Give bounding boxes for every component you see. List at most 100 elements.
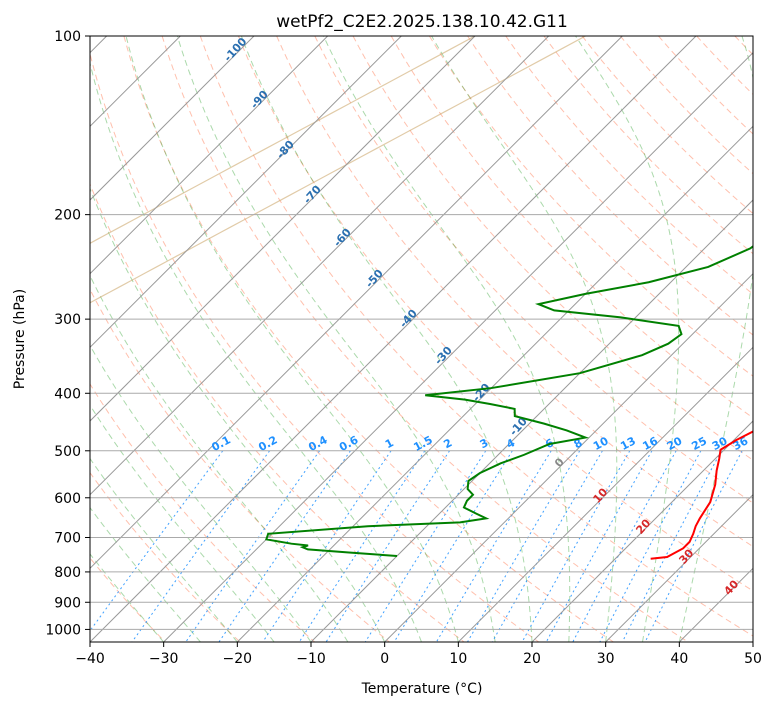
- x-tick-label: 0: [380, 651, 389, 667]
- dry-adiabat-label: -30: [432, 344, 455, 368]
- dry-adiabat: [467, 36, 753, 336]
- y-tick-label: 200: [54, 208, 81, 224]
- dry-adiabat-label: -50: [363, 267, 386, 291]
- moist-adiabat: [90, 553, 165, 642]
- isotherm-line: [90, 36, 402, 349]
- moist-adiabat: [678, 36, 753, 642]
- y-tick-label: 700: [54, 531, 81, 547]
- isotherm-line: [236, 125, 753, 642]
- y-tick-label: 600: [54, 491, 81, 507]
- dry-adiabat: [543, 36, 753, 255]
- isotherm-line: [90, 36, 550, 496]
- isotherm-line: [90, 36, 623, 570]
- isotherm-line: [310, 199, 753, 642]
- dry-adiabat-label: -90: [248, 88, 271, 112]
- isotherm-line: [678, 567, 753, 642]
- dry-adiabat: [390, 36, 753, 419]
- dry-adiabat: [90, 51, 540, 642]
- y-tick-label: 800: [54, 565, 81, 581]
- mixing-ratio-line: [644, 450, 743, 642]
- mixing-ratio-line: [364, 450, 487, 642]
- mixing-ratio-label: 10: [591, 434, 611, 453]
- moist-adiabat-label: 20: [633, 516, 653, 536]
- isotherm-line: [90, 36, 697, 642]
- dry-adiabat-label: -100: [221, 35, 249, 64]
- x-tick-label: 20: [523, 651, 541, 667]
- isotherm-line: [457, 346, 753, 642]
- x-tick-label: −10: [296, 651, 326, 667]
- dry-adiabat: [123, 36, 614, 642]
- y-tick-label: 100: [54, 29, 81, 45]
- y-tick-label: 500: [54, 444, 81, 460]
- moist-adiabat: [431, 36, 618, 642]
- dry-adiabat: [90, 182, 465, 642]
- x-tick-label: −30: [149, 651, 179, 667]
- isotherm-line: [605, 493, 753, 642]
- y-tick-label: 300: [54, 312, 81, 328]
- x-tick-label: 30: [597, 651, 615, 667]
- dry-adiabat-label: -60: [331, 226, 354, 250]
- moist-adiabat: [90, 344, 312, 642]
- isotherm-line: [163, 51, 753, 642]
- dry-adiabat: [276, 36, 753, 548]
- isotherm-line: [90, 36, 476, 422]
- moist-adiabat: [90, 506, 201, 642]
- moist-adiabat: [90, 404, 275, 642]
- mixing-ratio-line: [298, 450, 426, 642]
- moist-adiabat: [90, 457, 238, 642]
- mixing-ratio-line: [325, 450, 450, 642]
- mixing-ratio-line: [131, 450, 271, 642]
- mixing-ratio-label: 13: [618, 434, 638, 453]
- dry-adiabat-label: -70: [301, 183, 324, 207]
- y-tick-label: 1000: [45, 622, 81, 638]
- mixing-ratio-line: [545, 450, 653, 642]
- dry-adiabat: [428, 36, 753, 377]
- moist-adiabat: [176, 36, 496, 642]
- dry-adiabat: [90, 557, 166, 642]
- isotherm-line: [752, 641, 753, 642]
- plot-frame: [89, 35, 754, 643]
- y-tick-label: 900: [54, 595, 81, 611]
- dry-adiabat-label: 0: [552, 455, 567, 470]
- mixing-ratio-line: [90, 450, 224, 632]
- moist-adiabat: [90, 274, 349, 642]
- mixing-ratio-line: [621, 450, 722, 642]
- dry-adiabat: [90, 383, 315, 642]
- moist-adiabat-label: 10: [590, 485, 610, 505]
- x-tick-label: 50: [744, 651, 762, 667]
- y-tick-label: 400: [54, 386, 81, 402]
- dry-adiabat-label: -40: [397, 307, 420, 331]
- mixing-ratio-line: [218, 450, 351, 642]
- mixing-ratio-line: [435, 450, 552, 642]
- moist-adiabat: [323, 36, 571, 642]
- mixing-ratio-line: [521, 450, 631, 642]
- mixing-ratio-label: 30: [710, 434, 730, 453]
- y-axis-label: Pressure (hPa): [12, 289, 28, 389]
- isotherm-line: [90, 36, 329, 275]
- x-tick-label: −20: [223, 651, 253, 667]
- isotherm-curve: [90, 36, 476, 244]
- mixing-ratio-label: 36: [731, 434, 751, 453]
- moist-adiabat-label: 40: [721, 577, 741, 597]
- dry-adiabat: [734, 36, 753, 56]
- dry-adiabat: [90, 471, 241, 642]
- mixing-ratio-line: [262, 450, 392, 642]
- x-tick-label: −40: [75, 651, 105, 667]
- mixing-ratio-label: 25: [689, 434, 709, 453]
- temperature-profile: [650, 430, 753, 560]
- isotherm-line: [384, 272, 753, 642]
- isotherm-line: [90, 36, 255, 201]
- moist-adiabat: [90, 61, 422, 642]
- moist-adiabat: [125, 36, 459, 642]
- x-axis-label: Temperature (°C): [361, 681, 483, 697]
- mixing-ratio-label: 1: [383, 436, 396, 451]
- dry-adiabat: [199, 36, 753, 637]
- mixing-ratio-label: 20: [665, 434, 685, 453]
- mixing-ratio-line: [467, 450, 581, 642]
- moist-adiabat: [575, 36, 680, 642]
- dry-adiabat: [505, 36, 753, 295]
- dry-adiabat: [696, 36, 753, 96]
- dry-adiabat-label: -80: [274, 138, 297, 162]
- mixing-ratio-line: [572, 450, 677, 642]
